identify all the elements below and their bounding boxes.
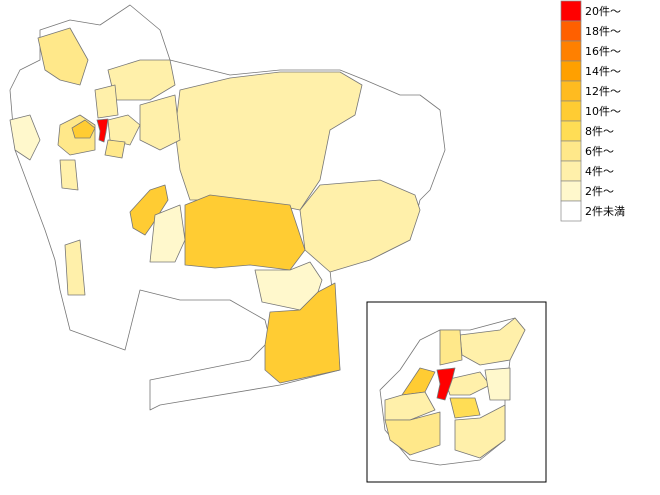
region <box>37 27 89 86</box>
inset-map <box>379 317 526 466</box>
legend-label: 20件～ <box>585 5 621 18</box>
legend-swatch <box>560 120 582 142</box>
region <box>59 159 79 191</box>
region <box>454 404 506 459</box>
legend-label: 8件～ <box>585 125 614 138</box>
region <box>436 367 456 401</box>
region <box>444 371 491 396</box>
legend-label: 10件～ <box>585 105 621 118</box>
legend-swatch <box>560 140 582 162</box>
legend-label: 2件未満 <box>585 205 625 218</box>
legend-label: 16件～ <box>585 45 621 58</box>
region <box>104 139 126 159</box>
region <box>64 239 86 296</box>
region <box>439 329 463 366</box>
region <box>129 184 169 236</box>
legend-swatch <box>560 180 582 202</box>
main-map <box>9 4 446 411</box>
region <box>174 71 363 211</box>
legend-swatch <box>560 40 582 62</box>
legend-swatch <box>560 160 582 182</box>
region <box>9 114 41 161</box>
legend: 20件～ 18件～ 16件～ 14件～ 12件～ 10件～ 8件～ 6件～ 4件～ 2件～ 2件未満 <box>560 0 625 222</box>
legend-label: 4件～ <box>585 165 614 178</box>
region <box>184 194 306 271</box>
legend-label: 18件～ <box>585 25 621 38</box>
legend-swatch <box>560 200 582 222</box>
region <box>96 118 109 143</box>
region <box>254 261 323 311</box>
legend-label: 14件～ <box>585 65 621 78</box>
region <box>149 204 186 263</box>
region <box>94 84 119 119</box>
legend-label: 2件～ <box>585 185 614 198</box>
legend-swatch <box>560 0 582 22</box>
region <box>449 397 481 419</box>
legend-swatch <box>560 80 582 102</box>
legend-label: 6件～ <box>585 145 614 158</box>
legend-swatch <box>560 100 582 122</box>
region <box>71 119 96 139</box>
region <box>139 94 181 151</box>
region <box>299 179 421 273</box>
legend-label: 12件～ <box>585 85 621 98</box>
region <box>459 317 526 366</box>
region <box>107 114 141 146</box>
legend-swatch <box>560 20 582 42</box>
region <box>264 282 341 384</box>
region <box>484 367 511 401</box>
region <box>384 411 441 456</box>
legend-swatch <box>560 60 582 82</box>
